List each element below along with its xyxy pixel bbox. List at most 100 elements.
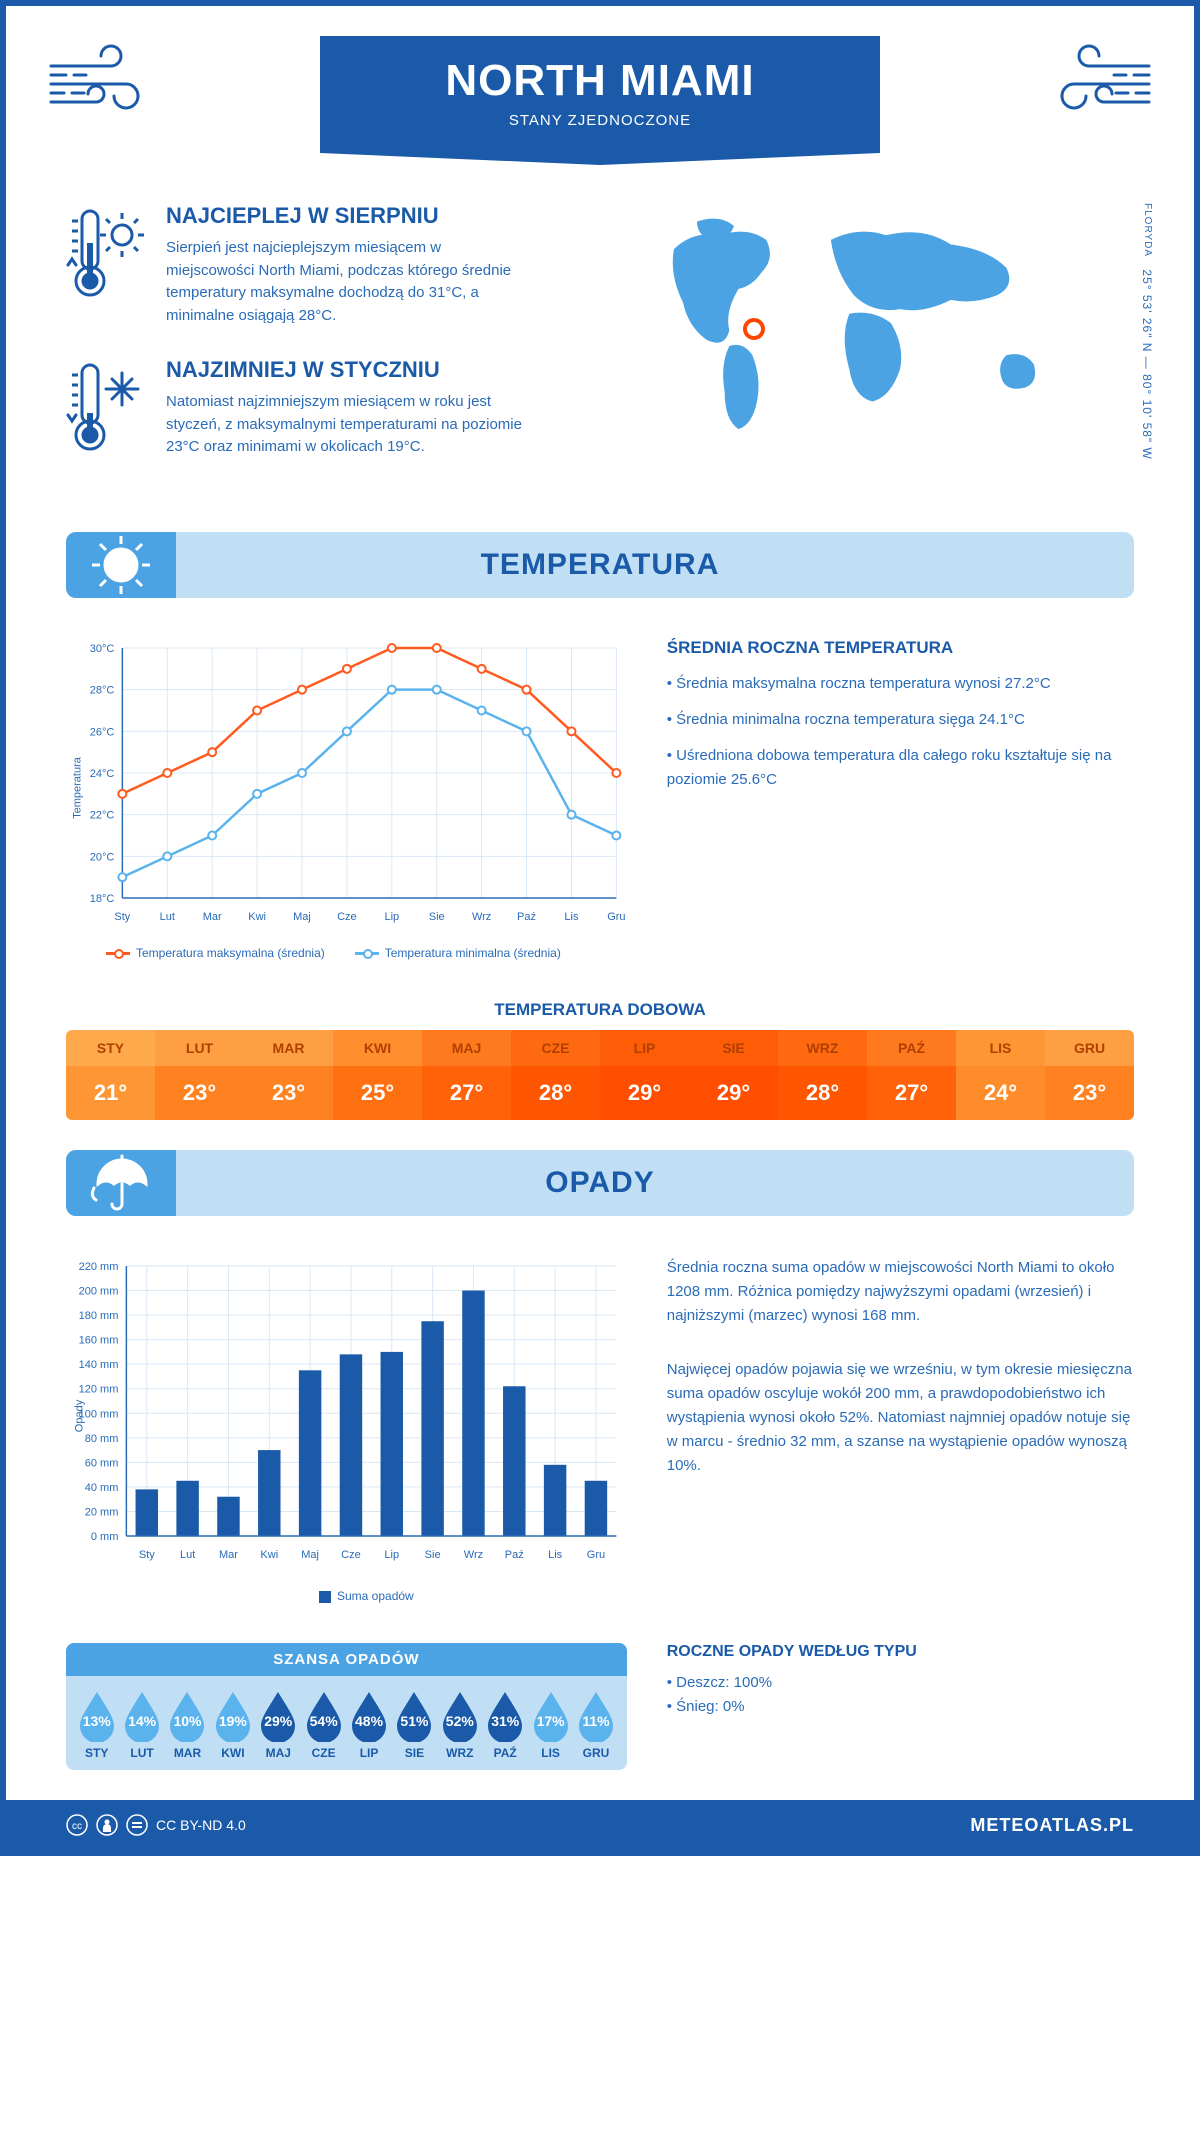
chance-col: 29%MAJ [256,1690,301,1760]
section-header-temperature: TEMPERATURA [66,532,1134,598]
daily-temperature-table: STY21°LUT23°MAR23°KWI25°MAJ27°CZE28°LIP2… [66,1030,1134,1120]
svg-text:220 mm: 220 mm [79,1261,119,1273]
raindrop-icon: 31% [484,1690,526,1742]
svg-text:Lut: Lut [160,911,175,923]
brand: METEOATLAS.PL [970,1815,1134,1836]
precipitation-bar-chart: 0 mm20 mm40 mm60 mm80 mm100 mm120 mm140 … [66,1256,627,1603]
svg-text:Opady: Opady [73,1399,85,1432]
chance-col: 48%LIP [346,1690,391,1760]
temperature-line-chart: 18°C20°C22°C24°C26°C28°C30°CStyLutMarKwi… [66,638,627,938]
chance-col: 31%PAŹ [483,1690,528,1760]
chance-col: 51%SIE [392,1690,437,1760]
daily-col: MAJ27° [422,1030,511,1120]
daily-col: GRU23° [1045,1030,1134,1120]
svg-text:30°C: 30°C [90,643,115,655]
desc-heading: ŚREDNIA ROCZNA TEMPERATURA [667,638,1134,658]
raindrop-icon: 54% [303,1690,345,1742]
raindrop-icon: 11% [575,1690,617,1742]
type-row: • Śnieg: 0% [667,1695,1134,1719]
precipitation-block: 0 mm20 mm40 mm60 mm80 mm100 mm120 mm140 … [6,1236,1194,1623]
chance-col: 17%LIS [528,1690,573,1760]
daily-col: LIP29° [600,1030,689,1120]
svg-text:Kwi: Kwi [248,911,266,923]
svg-text:120 mm: 120 mm [79,1384,119,1396]
svg-text:60 mm: 60 mm [85,1457,119,1469]
svg-text:Maj: Maj [301,1549,319,1561]
svg-text:18°C: 18°C [90,893,115,905]
svg-text:Kwi: Kwi [260,1549,278,1561]
chart-legend: Temperatura maksymalna (średnia) Tempera… [66,946,627,960]
svg-text:Maj: Maj [293,911,311,923]
desc-bullet: • Średnia minimalna roczna temperatura s… [667,708,1134,732]
daily-col: LIS24° [956,1030,1045,1120]
svg-text:Cze: Cze [341,1549,361,1561]
daily-col: PAŹ27° [867,1030,956,1120]
svg-text:Gru: Gru [587,1549,605,1561]
raindrop-icon: 13% [76,1690,118,1742]
chance-col: 54%CZE [301,1690,346,1760]
svg-text:Sie: Sie [429,911,445,923]
footer: cc CC BY-ND 4.0 METEOATLAS.PL [6,1800,1194,1850]
chance-col: 11%GRU [573,1690,618,1760]
fact-body: Sierpień jest najcieplejszym miesiącem w… [166,237,526,327]
precip-para: Najwięcej opadów pojawia się we wrześniu… [667,1358,1134,1478]
chance-heading: SZANSA OPADÓW [66,1643,627,1676]
precip-para: Średnia roczna suma opadów w miejscowośc… [667,1256,1134,1328]
desc-bullet: • Uśredniona dobowa temperatura dla całe… [667,744,1134,792]
umbrella-icon [66,1150,176,1216]
wind-icon [1034,36,1154,131]
world-map [620,203,1134,443]
svg-text:Sty: Sty [114,911,130,923]
svg-text:200 mm: 200 mm [79,1286,119,1298]
chance-col: 19%KWI [210,1690,255,1760]
raindrop-icon: 48% [348,1690,390,1742]
daily-col: MAR23° [244,1030,333,1120]
section-title: TEMPERATURA [66,548,1134,582]
raindrop-icon: 17% [530,1690,572,1742]
svg-text:24°C: 24°C [90,768,115,780]
daily-col: SIE29° [689,1030,778,1120]
section-title: OPADY [66,1166,1134,1200]
fact-title: NAJCIEPLEJ W SIERPNIU [166,203,526,229]
raindrop-icon: 52% [439,1690,481,1742]
svg-text:160 mm: 160 mm [79,1335,119,1347]
svg-text:180 mm: 180 mm [79,1310,119,1322]
svg-text:Paź: Paź [517,911,536,923]
coordinates: FLORYDA 25° 53' 26" N — 80° 10' 58" W [1140,203,1154,460]
svg-text:20°C: 20°C [90,851,115,863]
svg-text:Gru: Gru [607,911,625,923]
raindrop-icon: 10% [166,1690,208,1742]
page-subtitle: STANY ZJEDNOCZONE [400,112,800,129]
chance-table: SZANSA OPADÓW 13%STY 14%LUT 10%MAR 19%KW… [66,1643,627,1770]
svg-text:0 mm: 0 mm [91,1531,119,1543]
svg-text:Temperatura: Temperatura [71,756,83,819]
svg-text:Lip: Lip [384,1549,399,1561]
daily-heading: TEMPERATURA DOBOWA [6,1000,1194,1020]
chance-col: 10%MAR [165,1690,210,1760]
svg-text:20 mm: 20 mm [85,1506,119,1518]
type-row: • Deszcz: 100% [667,1671,1134,1695]
raindrop-icon: 29% [257,1690,299,1742]
thermometer-snow-icon [66,357,146,462]
raindrop-icon: 14% [121,1690,163,1742]
types-heading: ROCZNE OPADY WEDŁUG TYPU [667,1643,1134,1661]
svg-text:Mar: Mar [219,1549,238,1561]
chance-col: 13%STY [74,1690,119,1760]
svg-text:cc: cc [72,1821,82,1832]
page-title: NORTH MIAMI [400,56,800,106]
svg-text:80 mm: 80 mm [85,1433,119,1445]
title-banner: NORTH MIAMI STANY ZJEDNOCZONE [320,36,880,153]
svg-text:140 mm: 140 mm [79,1359,119,1371]
daily-col: KWI25° [333,1030,422,1120]
daily-col: LUT23° [155,1030,244,1120]
temperature-block: 18°C20°C22°C24°C26°C28°C30°CStyLutMarKwi… [6,618,1194,980]
daily-col: CZE28° [511,1030,600,1120]
section-header-precipitation: OPADY [66,1150,1134,1216]
svg-text:Wrz: Wrz [464,1549,483,1561]
daily-col: WRZ28° [778,1030,867,1120]
svg-text:Lut: Lut [180,1549,195,1561]
fact-body: Natomiast najzimniejszym miesiącem w rok… [166,391,526,459]
svg-text:Cze: Cze [337,911,357,923]
svg-text:Lip: Lip [384,911,399,923]
svg-text:Paź: Paź [505,1549,524,1561]
